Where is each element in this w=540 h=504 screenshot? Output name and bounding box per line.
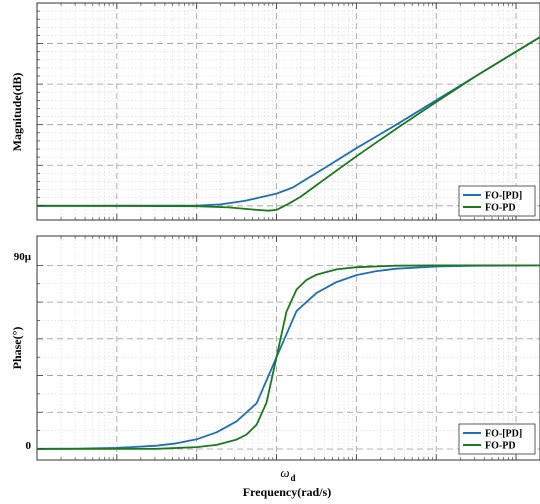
magnitude-legend: FO-[PD] FO-PD	[458, 185, 536, 217]
x-tick-label-omega-subscript: d	[290, 473, 295, 483]
phase-plot-frame	[36, 235, 540, 461]
phase-y-axis-label: Phase(°)	[10, 327, 24, 370]
magnitude-y-axis-label: Magnitude(dB)	[10, 73, 24, 152]
x-axis-label: Frequency(rad/s)	[243, 485, 331, 499]
phase-plot: Phase(°) 90μ 0 FO-[PD] FO-PD	[10, 235, 540, 461]
magnitude-plot-frame	[36, 2, 540, 221]
phase-legend-label-fo-pd-bracket: FO-[PD]	[485, 429, 522, 440]
phase-legend: FO-[PD] FO-PD	[458, 423, 536, 455]
magnitude-plot: Magnitude(dB) FO-[PD] FO-PD	[10, 2, 540, 221]
phase-series-fo-pd	[36, 264, 540, 450]
phase-legend-label-fo-pd: FO-PD	[485, 441, 516, 452]
magnitude-series-fo-bracket-pdbracket	[36, 36, 540, 207]
x-tick-omega-d: ω d	[280, 465, 295, 483]
magnitude-legend-label-fo-pd-bracket: FO-[PD]	[485, 191, 522, 202]
phase-legend-box	[458, 423, 536, 455]
magnitude-legend-label-fo-pd: FO-PD	[485, 203, 516, 214]
magnitude-series-fo-pd	[36, 36, 540, 212]
phase-series-fo-bracket-pdbracket	[36, 264, 540, 450]
x-tick-label-omega: ω	[280, 465, 289, 480]
phase-ytick-label-90: 90μ	[14, 251, 32, 263]
phase-ytick-label-0: 0	[26, 440, 32, 452]
magnitude-legend-box	[458, 185, 536, 217]
